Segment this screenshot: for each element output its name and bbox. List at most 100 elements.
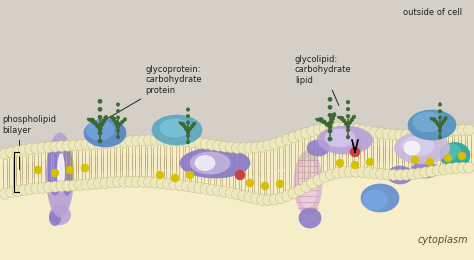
Circle shape (382, 169, 393, 180)
Circle shape (186, 134, 190, 137)
Circle shape (87, 139, 98, 150)
Circle shape (307, 178, 318, 189)
Circle shape (131, 135, 142, 146)
Circle shape (328, 97, 332, 101)
Circle shape (186, 140, 190, 144)
Circle shape (118, 176, 129, 187)
Ellipse shape (443, 144, 461, 160)
Circle shape (190, 125, 194, 128)
Circle shape (319, 172, 330, 183)
Circle shape (342, 119, 346, 123)
Circle shape (213, 185, 224, 196)
Circle shape (93, 121, 97, 125)
Ellipse shape (46, 133, 74, 218)
Ellipse shape (361, 184, 399, 212)
Circle shape (325, 122, 329, 127)
Circle shape (225, 142, 236, 153)
Circle shape (401, 169, 412, 180)
Circle shape (116, 125, 120, 128)
Circle shape (388, 129, 399, 140)
Ellipse shape (440, 142, 470, 167)
Ellipse shape (299, 158, 317, 208)
Circle shape (437, 123, 440, 126)
Ellipse shape (402, 136, 434, 156)
Ellipse shape (413, 112, 443, 132)
Circle shape (336, 159, 344, 167)
Ellipse shape (152, 115, 202, 145)
Circle shape (357, 167, 368, 178)
Circle shape (413, 168, 424, 179)
Circle shape (163, 135, 173, 146)
Circle shape (0, 148, 10, 159)
Circle shape (75, 139, 86, 151)
Circle shape (346, 114, 350, 118)
Circle shape (346, 135, 350, 139)
Circle shape (357, 125, 368, 136)
Circle shape (98, 139, 102, 143)
Circle shape (81, 139, 92, 150)
Circle shape (231, 189, 243, 200)
Circle shape (269, 194, 280, 205)
Circle shape (438, 125, 442, 128)
Circle shape (363, 167, 374, 178)
Circle shape (115, 123, 118, 126)
Circle shape (98, 131, 102, 135)
Circle shape (294, 129, 305, 141)
Circle shape (116, 103, 120, 106)
Circle shape (316, 118, 319, 121)
Circle shape (394, 129, 406, 140)
Circle shape (238, 190, 249, 201)
Circle shape (186, 129, 190, 133)
Circle shape (106, 177, 117, 188)
Circle shape (256, 141, 268, 152)
Circle shape (369, 127, 381, 138)
Circle shape (407, 169, 418, 180)
Circle shape (66, 166, 74, 174)
Circle shape (137, 135, 148, 146)
Circle shape (244, 192, 255, 203)
Circle shape (219, 141, 230, 152)
Circle shape (194, 183, 205, 193)
Circle shape (182, 136, 192, 147)
Circle shape (44, 182, 55, 193)
Circle shape (457, 162, 468, 173)
Circle shape (144, 177, 155, 188)
Ellipse shape (84, 119, 126, 147)
Circle shape (337, 116, 341, 119)
Circle shape (282, 134, 292, 145)
Circle shape (186, 131, 190, 134)
Text: glycolipid:
carbohydrate
lipid: glycolipid: carbohydrate lipid (295, 55, 352, 106)
Circle shape (332, 113, 336, 117)
Circle shape (112, 117, 116, 120)
Circle shape (433, 118, 437, 121)
Circle shape (445, 163, 456, 174)
Circle shape (56, 181, 67, 192)
Circle shape (401, 129, 412, 140)
Circle shape (150, 177, 161, 188)
Circle shape (326, 122, 337, 133)
Circle shape (346, 124, 350, 127)
Circle shape (413, 129, 424, 140)
Circle shape (411, 156, 419, 164)
Ellipse shape (190, 152, 230, 174)
Circle shape (363, 126, 374, 137)
Circle shape (116, 126, 120, 129)
Circle shape (114, 120, 117, 123)
Circle shape (183, 125, 186, 128)
Circle shape (116, 122, 120, 126)
Circle shape (104, 116, 108, 120)
Circle shape (256, 194, 268, 205)
Circle shape (112, 118, 115, 121)
Circle shape (131, 176, 142, 187)
Circle shape (169, 179, 180, 190)
Circle shape (231, 142, 243, 153)
Ellipse shape (47, 140, 63, 196)
Circle shape (438, 164, 449, 175)
Circle shape (93, 138, 105, 149)
Circle shape (330, 116, 335, 121)
Circle shape (62, 180, 73, 191)
Circle shape (319, 123, 330, 134)
Text: outside of cell: outside of cell (403, 8, 462, 17)
Ellipse shape (455, 154, 469, 166)
Ellipse shape (299, 208, 321, 228)
